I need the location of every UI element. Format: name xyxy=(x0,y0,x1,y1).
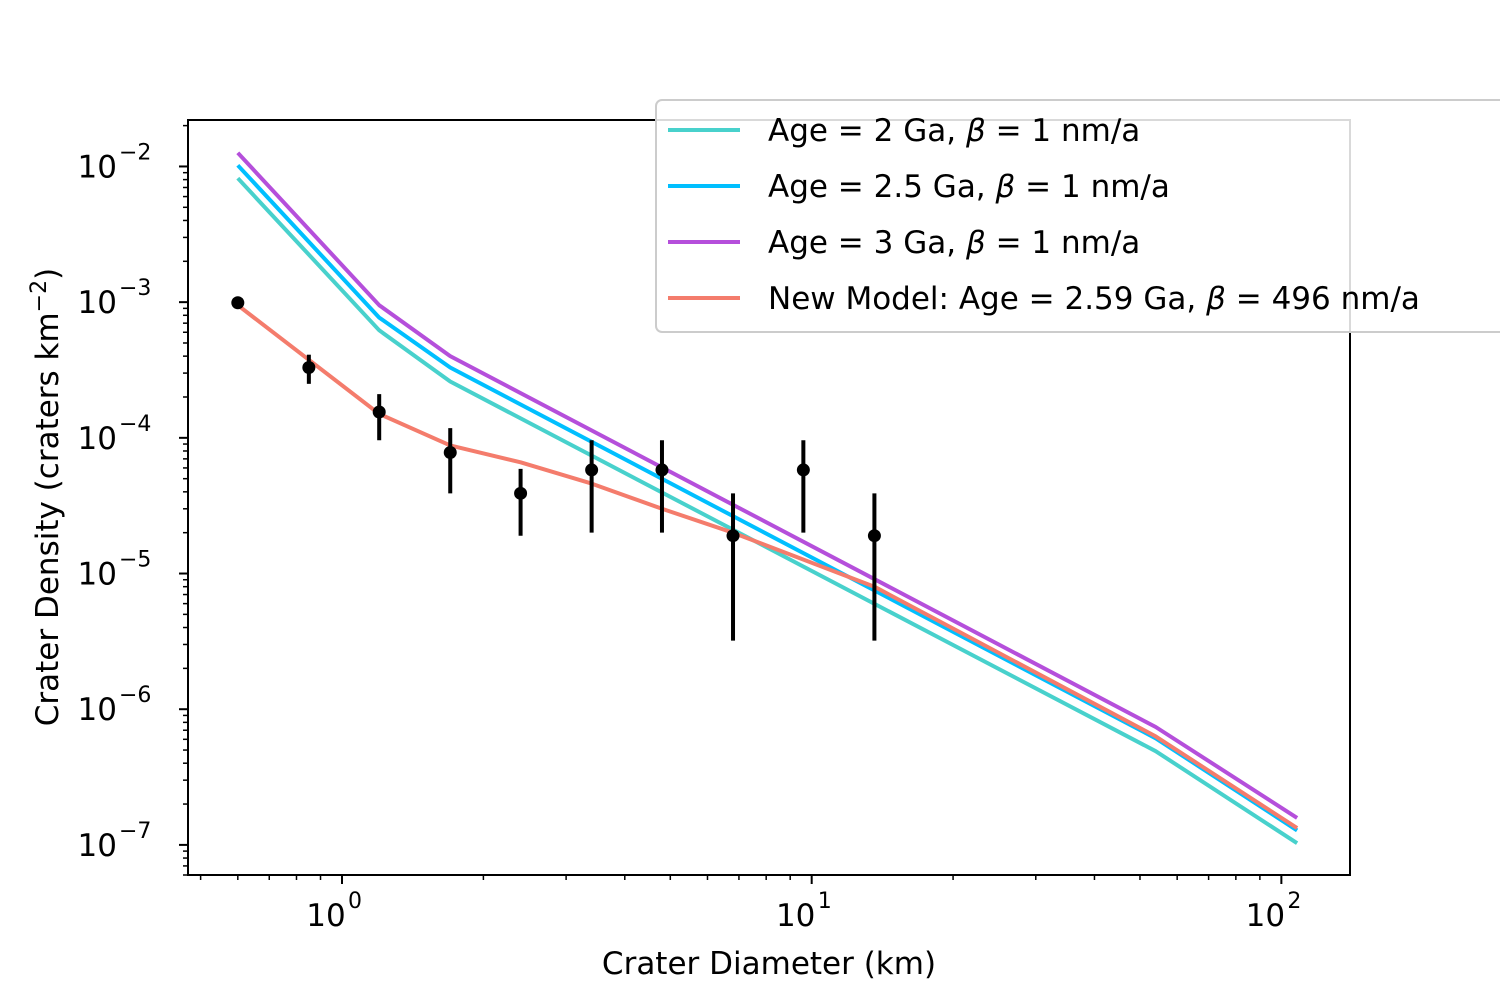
x-axis-label: Crater Diameter (km) xyxy=(602,946,936,982)
y-tick-label-5: 10 xyxy=(78,692,117,728)
legend: Age = 2 Ga, β = 1 nm/a Age = 2.5 Ga, β = … xyxy=(655,99,1500,333)
legend-label-3: Age = 3 Ga, β = 1 nm/a xyxy=(768,225,1140,261)
data-point-8 xyxy=(726,529,740,543)
y-tick-label-2: 10 xyxy=(78,285,117,321)
series-line-3 xyxy=(236,151,1299,820)
y-axis-ticks: 10−210−310−410−510−610−7 xyxy=(78,124,188,876)
x-tick-exponent-1: 0 xyxy=(348,889,362,914)
legend-box xyxy=(655,99,1500,333)
y-tick-label-6: 10 xyxy=(78,828,117,864)
series-line-4 xyxy=(236,303,1299,830)
y-tick-label-1: 10 xyxy=(78,149,117,185)
y-tick-exponent-5: −6 xyxy=(119,683,151,708)
y-tick-exponent-2: −3 xyxy=(119,276,151,301)
x-tick-label-2: 10 xyxy=(776,898,815,934)
series-layer xyxy=(236,151,1299,845)
x-axis-ticks: 10 0 10 1 10 2 xyxy=(199,875,1301,934)
legend-label-1: Age = 2 Ga, β = 1 nm/a xyxy=(768,113,1140,149)
data-point-3 xyxy=(372,405,386,419)
data-point-1 xyxy=(231,296,245,310)
y-tick-label-4: 10 xyxy=(78,557,117,593)
x-tick-label-1: 10 xyxy=(306,898,345,934)
x-tick-exponent-2: 1 xyxy=(818,889,832,914)
data-point-2 xyxy=(302,360,316,374)
data-point-9 xyxy=(796,463,810,477)
data-point-7 xyxy=(655,463,669,477)
x-tick-exponent-3: 2 xyxy=(1287,889,1301,914)
data-point-4 xyxy=(443,445,457,459)
y-tick-exponent-6: −7 xyxy=(119,819,151,844)
x-tick-label-3: 10 xyxy=(1246,898,1285,934)
y-tick-exponent-4: −5 xyxy=(119,548,151,573)
observations-layer xyxy=(231,296,881,641)
legend-label-2: Age = 2.5 Ga, β = 1 nm/a xyxy=(768,169,1170,205)
data-point-10 xyxy=(867,529,881,543)
y-tick-exponent-1: −2 xyxy=(119,140,151,165)
y-tick-exponent-3: −4 xyxy=(119,412,151,437)
y-axis-label: Crater Density (craters km−2) xyxy=(27,268,67,726)
data-point-5 xyxy=(514,486,528,500)
y-tick-label-3: 10 xyxy=(78,421,117,457)
series-line-1 xyxy=(236,176,1299,845)
legend-label-4: New Model: Age = 2.59 Ga, β = 496 nm/a xyxy=(768,281,1420,317)
legend-items: Age = 2 Ga, β = 1 nm/a Age = 2.5 Ga, β = … xyxy=(668,113,1420,317)
data-point-6 xyxy=(585,463,599,477)
